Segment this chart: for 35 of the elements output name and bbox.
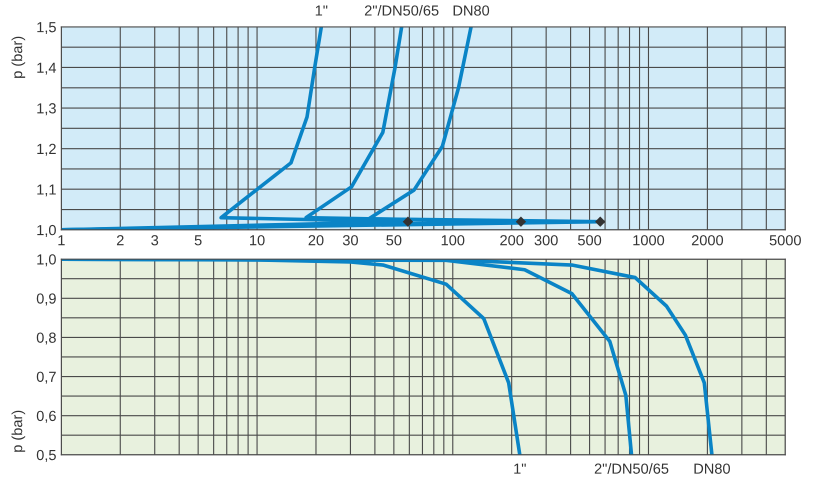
y-axis-title: p (bar) (12, 36, 26, 78)
y-tick-label: 0,5 (36, 450, 56, 462)
y-tick-label: 1,1 (37, 184, 56, 196)
y-tick-label: 1,4 (37, 62, 56, 75)
x-tick-label: 1000 (633, 235, 664, 246)
series-label: 1" (316, 6, 328, 16)
series-label: 2"/DN50/65 (594, 463, 668, 474)
series-label: 2"/DN50/65 (364, 4, 438, 16)
y-tick-label: 1,5 (37, 22, 56, 34)
x-tick-label: 2 (116, 235, 124, 246)
series-label: 1" (514, 464, 526, 474)
y-tick-label: 1,0 (37, 254, 56, 266)
x-tick-label: 3 (151, 235, 158, 246)
x-tick-label: 500 (578, 235, 602, 246)
y-tick-label: 1,2 (37, 144, 56, 156)
x-tick-label: 5000 (770, 235, 801, 246)
x-tick-label: 20 (308, 235, 324, 246)
x-tick-label: 300 (534, 235, 558, 246)
x-tick-label: 10 (250, 235, 265, 246)
x-tick-label: 5 (194, 235, 202, 246)
x-tick-label: 30 (342, 235, 358, 246)
x-tick-label: 50 (386, 235, 402, 246)
series-label: DN80 (694, 463, 730, 474)
x-tick-label: 2000 (692, 235, 724, 246)
series-label: DN80 (454, 5, 490, 16)
x-tick-label: 100 (442, 235, 464, 246)
x-tick-label: 200 (500, 235, 524, 246)
y-tick-label: 1,0 (37, 224, 56, 237)
x-tick-label: 1 (58, 235, 65, 246)
y-axis-title: p (bar) (12, 410, 26, 452)
y-tick-label: 1,3 (37, 103, 56, 116)
y-tick-label: 0,8 (36, 332, 56, 345)
y-tick-label: 0,6 (36, 410, 56, 423)
y-tick-label: 0,7 (36, 372, 56, 384)
y-tick-label: 0,9 (36, 293, 56, 306)
